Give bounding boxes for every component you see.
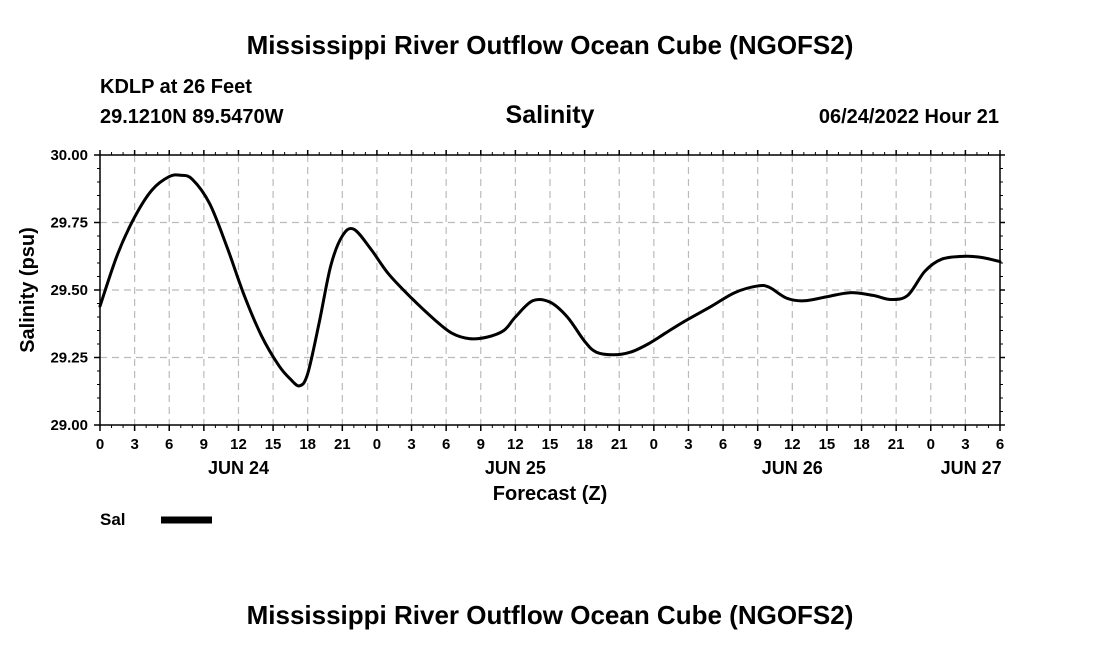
day-label: JUN 25 <box>485 458 546 478</box>
x-tick-label: 3 <box>407 436 415 453</box>
y-tick-label: 29.00 <box>50 417 88 434</box>
x-tick-label: 0 <box>96 436 104 453</box>
chart-title: Mississippi River Outflow Ocean Cube (NG… <box>246 30 854 60</box>
y-tick-label: 29.75 <box>50 215 88 232</box>
x-tick-label: 6 <box>165 436 173 453</box>
day-label: JUN 27 <box>941 458 1002 478</box>
x-tick-label: 0 <box>650 436 658 453</box>
x-tick-label: 0 <box>373 436 381 453</box>
forecast-datetime: 06/24/2022 Hour 21 <box>818 106 999 128</box>
station-coords: 29.1210N 89.5470W <box>100 106 284 128</box>
x-tick-label: 21 <box>611 436 628 453</box>
x-tick-label: 9 <box>477 436 485 453</box>
x-tick-label: 6 <box>719 436 727 453</box>
x-tick-label: 9 <box>200 436 208 453</box>
day-label: JUN 26 <box>762 458 823 478</box>
x-tick-label: 12 <box>507 436 524 453</box>
x-tick-label: 15 <box>542 436 559 453</box>
x-tick-label: 18 <box>576 436 593 453</box>
station-label: KDLP at 26 Feet <box>100 76 252 98</box>
x-tick-label: 15 <box>265 436 282 453</box>
x-tick-label: 0 <box>927 436 935 453</box>
x-tick-label: 3 <box>684 436 692 453</box>
plot-frame <box>99 154 1001 426</box>
x-tick-label: 15 <box>819 436 836 453</box>
x-tick-label: 9 <box>754 436 762 453</box>
y-tick-label: 29.50 <box>50 282 88 299</box>
day-label: JUN 24 <box>208 458 269 478</box>
series-line-sal <box>98 173 1002 388</box>
x-tick-label: 18 <box>853 436 870 453</box>
footer-title: Mississippi River Outflow Ocean Cube (NG… <box>246 600 854 630</box>
x-axis-label: Forecast (Z) <box>493 483 607 505</box>
legend-label: Sal <box>100 510 126 529</box>
y-tick-label: 29.25 <box>50 350 88 367</box>
x-tick-label: 6 <box>996 436 1004 453</box>
variable-title: Salinity <box>505 101 595 129</box>
x-tick-label: 12 <box>784 436 801 453</box>
x-tick-label: 3 <box>961 436 969 453</box>
x-tick-label: 3 <box>130 436 138 453</box>
x-tick-label: 18 <box>299 436 316 453</box>
x-tick-label: 6 <box>442 436 450 453</box>
x-tick-label: 21 <box>888 436 905 453</box>
x-tick-label: 21 <box>334 436 351 453</box>
y-tick-label: 30.00 <box>50 147 88 164</box>
x-tick-label: 12 <box>230 436 247 453</box>
y-axis-label: Salinity (psu) <box>17 227 39 353</box>
